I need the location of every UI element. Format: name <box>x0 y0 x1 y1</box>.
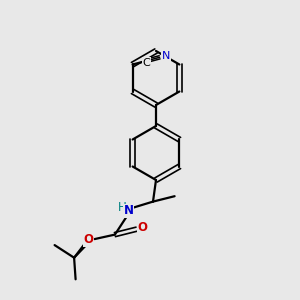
Text: H: H <box>117 201 126 214</box>
Text: N: N <box>123 204 134 217</box>
Text: C: C <box>142 58 150 68</box>
Text: O: O <box>137 221 148 234</box>
Text: N: N <box>162 51 170 61</box>
Text: O: O <box>83 233 94 246</box>
